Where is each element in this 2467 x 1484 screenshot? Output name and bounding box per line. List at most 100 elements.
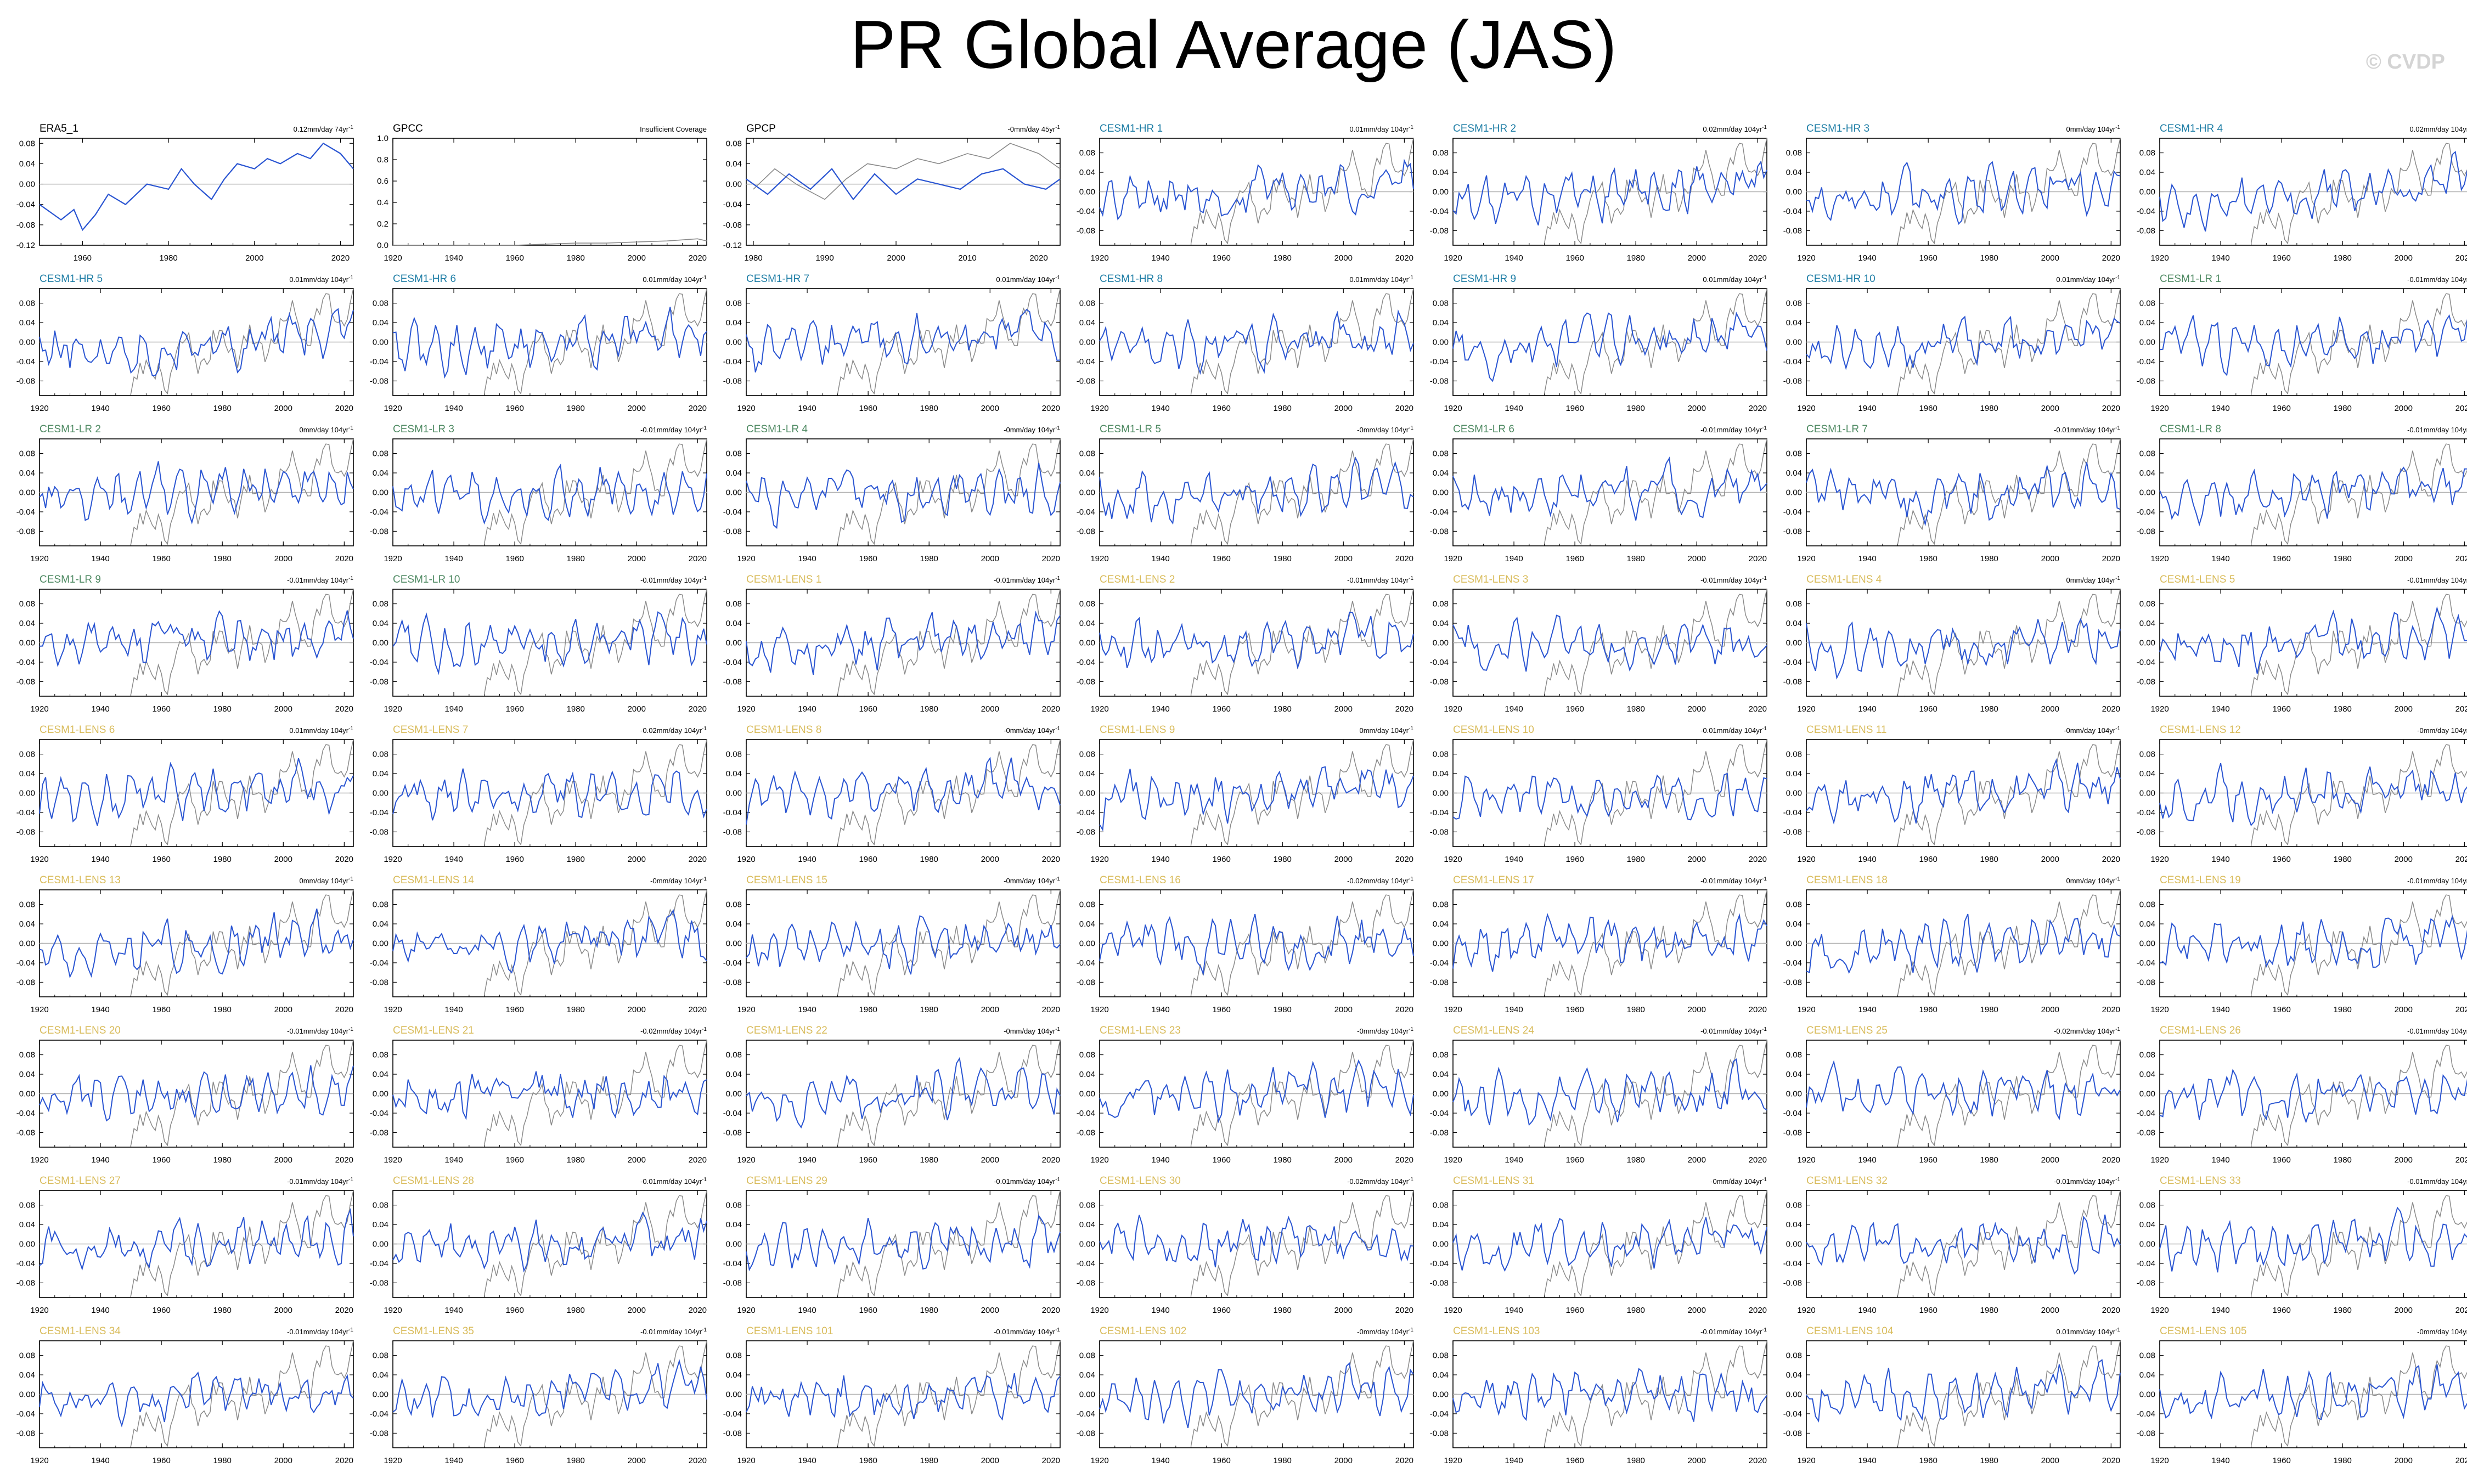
era5-series-line <box>39 142 354 232</box>
x-tick-label: 2020 <box>2102 404 2120 413</box>
x-tick-label: 1920 <box>2150 855 2169 864</box>
trend-exponent: -1 <box>1055 726 1060 732</box>
y-tick-label: 0.08 <box>2139 900 2155 910</box>
y-tick-label: -0.04 <box>1783 1259 1802 1268</box>
x-tick-label: 2020 <box>689 1306 707 1315</box>
y-tick-label: 0.08 <box>373 600 388 609</box>
y-tick-label: -0.08 <box>370 1429 388 1438</box>
y-tick-label: 0.8 <box>377 155 388 165</box>
x-tick-label: 1940 <box>1858 1456 1876 1465</box>
y-tick-label: 0.08 <box>1786 1351 1802 1361</box>
y-tick-label: 0.08 <box>1786 600 1802 609</box>
x-tick-label: 1980 <box>159 253 177 263</box>
y-tick-label: 0.08 <box>373 1051 388 1060</box>
x-tick-label: 1980 <box>2334 1005 2352 1014</box>
y-tick-label: -0.04 <box>1783 808 1802 817</box>
x-tick-label: 1940 <box>444 1306 463 1315</box>
y-tick-label: -0.08 <box>723 221 742 230</box>
reference-series-line <box>1544 889 1767 996</box>
panel: CESM1-LENS 29 -0.01mm/day 104yr-1 0.08 0.04… <box>723 1175 1061 1315</box>
x-tick-label: 1980 <box>2334 1456 2352 1465</box>
y-tick-label: 0.00 <box>726 180 742 189</box>
panel-title: CESM1-LENS 25 <box>1806 1025 1888 1036</box>
y-tick-label: -0.04 <box>370 958 388 968</box>
reference-series-line <box>1544 288 1767 395</box>
x-tick-label: 1960 <box>152 704 170 714</box>
panel-trend: 0.12mm/day 74yr-1 <box>294 125 354 134</box>
x-tick-label: 1920 <box>1090 1005 1108 1014</box>
y-tick-label: 0.04 <box>2139 769 2155 778</box>
trend-exponent: -1 <box>2115 1026 2120 1032</box>
y-tick-label: -0.04 <box>723 658 742 667</box>
panel-title: CESM1-HR 8 <box>1100 273 1163 285</box>
x-tick-label: 1940 <box>1151 855 1169 864</box>
y-tick-label: -0.04 <box>2137 658 2155 667</box>
trend-exponent: -1 <box>348 1177 353 1183</box>
panel: GPCP -0mm/day 45yr-1 0.08 0.04 0.00 -0.04 -0.0… <box>723 123 1061 263</box>
x-tick-label: 1960 <box>1212 1155 1230 1165</box>
y-tick-label: 0.08 <box>726 1351 742 1361</box>
panel-trend: 0.01mm/day 104yr-1 <box>996 275 1060 284</box>
panel-trend: Insufficient Coverage <box>640 125 707 133</box>
y-tick-label: 0.04 <box>726 619 742 628</box>
y-tick-label: 0.08 <box>1786 449 1802 459</box>
x-tick-label: 2000 <box>2395 1456 2413 1465</box>
y-tick-label: -0.08 <box>2137 226 2155 235</box>
y-tick-label: 0.04 <box>1786 769 1802 778</box>
y-tick-label: -0.04 <box>1783 958 1802 968</box>
x-tick-label: 1960 <box>1212 253 1230 263</box>
trend-exponent: -1 <box>702 575 707 582</box>
panel-trend: 0.01mm/day 104yr-1 <box>2056 275 2120 284</box>
y-tick-label: -0.04 <box>1430 507 1449 517</box>
panel: CESM1-LENS 31 -0mm/day 104yr-1 0.08 0.04 0.0… <box>1430 1175 1767 1315</box>
x-tick-label: 1980 <box>1274 855 1292 864</box>
y-tick-label: 0.04 <box>2139 919 2155 929</box>
panel: CESM1-LR 5 -0mm/day 104yr-1 0.08 0.04 0.00 -0… <box>1077 424 1414 563</box>
y-tick-label: 0.00 <box>1433 188 1449 197</box>
y-tick-label: 0.00 <box>19 488 35 498</box>
member-series-line <box>1806 1214 2121 1275</box>
y-tick-label: -0.04 <box>16 1409 35 1419</box>
panel: CESM1-LENS 7 -0.02mm/day 104yr-1 0.08 0.04 0… <box>370 724 707 864</box>
x-tick-label: 1980 <box>1627 1005 1645 1014</box>
reference-series-line <box>753 143 1061 200</box>
panel-title: GPCC <box>393 123 423 134</box>
y-tick-label: 0.00 <box>1079 1090 1095 1099</box>
panel: CESM1-LENS 18 0mm/day 104yr-1 0.08 0.04 0.00… <box>1783 874 2121 1014</box>
y-tick-label: 0.04 <box>1786 469 1802 478</box>
y-tick-label: 0.04 <box>1433 769 1449 778</box>
x-tick-label: 1920 <box>1797 404 1815 413</box>
x-tick-label: 1980 <box>567 704 585 714</box>
y-tick-label: 0.04 <box>373 1220 388 1229</box>
y-tick-label: 0.04 <box>1433 919 1449 929</box>
x-tick-label: 1920 <box>1797 855 1815 864</box>
x-tick-label: 1940 <box>91 554 109 563</box>
y-tick-label: 0.00 <box>2139 338 2155 347</box>
y-tick-label: -0.08 <box>370 827 388 837</box>
x-tick-label: 1920 <box>384 704 402 714</box>
member-series-line <box>1099 309 1414 375</box>
member-series-line <box>1099 913 1414 976</box>
x-tick-label: 2020 <box>335 1456 353 1465</box>
reference-series-line <box>483 288 707 395</box>
trend-exponent: -1 <box>1055 1327 1060 1333</box>
y-tick-label: 0.04 <box>2139 318 2155 328</box>
x-tick-label: 1920 <box>737 1005 755 1014</box>
y-tick-label: 0.04 <box>1433 469 1449 478</box>
y-tick-label: 0.00 <box>2139 639 2155 648</box>
x-tick-label: 1960 <box>505 704 523 714</box>
y-tick-label: 0.04 <box>1433 318 1449 328</box>
x-tick-label: 1960 <box>1919 253 1937 263</box>
x-tick-label: 1940 <box>444 1456 463 1465</box>
x-tick-label: 2000 <box>1688 1005 1706 1014</box>
y-tick-label: 0.4 <box>377 198 388 207</box>
x-tick-label: 2000 <box>1688 1306 1706 1315</box>
x-tick-label: 1920 <box>1444 855 1462 864</box>
y-tick-label: 0.08 <box>19 900 35 910</box>
x-tick-label: 2020 <box>1749 554 1767 563</box>
trend-exponent: -1 <box>2115 876 2120 882</box>
member-series-line <box>39 461 354 524</box>
trend-exponent: -1 <box>1409 1026 1413 1032</box>
x-tick-label: 1920 <box>384 1456 402 1465</box>
